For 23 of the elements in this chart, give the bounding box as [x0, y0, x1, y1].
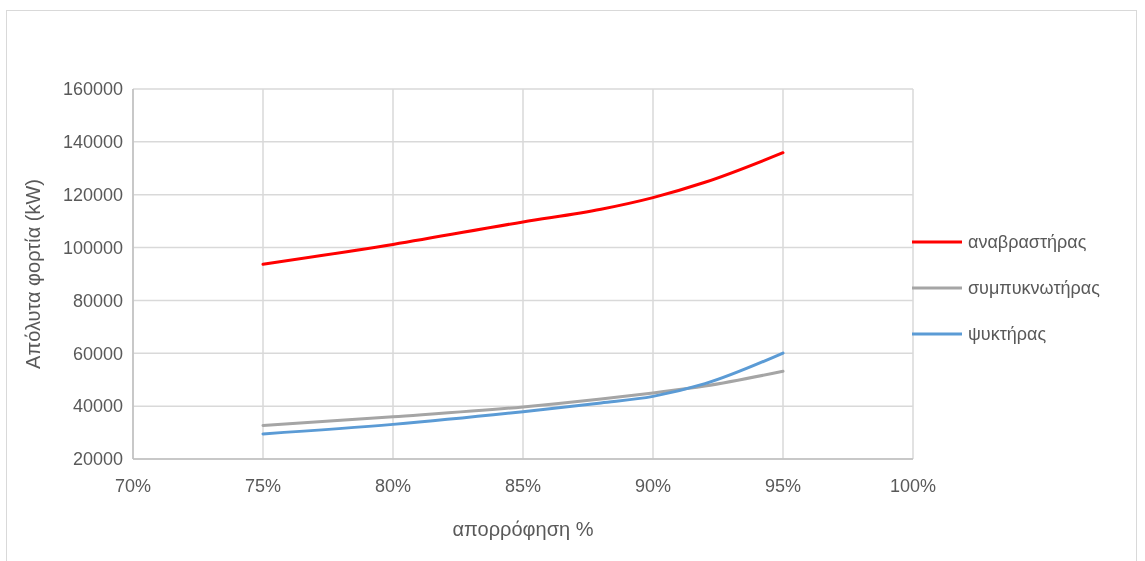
y-tick-label: 20000 [72, 449, 123, 470]
x-axis-title: απορρόφηση % [452, 518, 594, 540]
x-tick-label: 85% [504, 476, 542, 496]
legend-label: ψυκτήρας [968, 324, 1047, 345]
line-series [261, 369, 785, 427]
y-tick-label: 100000 [62, 237, 123, 258]
line-series [261, 151, 785, 266]
x-tick-label: 75% [244, 476, 282, 496]
legend-label: συμπυκνωτήρας [968, 278, 1101, 299]
x-tick-label: 90% [634, 476, 672, 496]
x-tick-label: 80% [374, 476, 412, 496]
y-tick-label: 120000 [62, 185, 123, 206]
y-tick-label: 40000 [72, 396, 123, 417]
y-tick-label: 160000 [62, 79, 123, 100]
legend-label: αναβραστήρας [968, 232, 1087, 253]
x-tick-label: 100% [889, 476, 937, 496]
line-series [261, 351, 785, 436]
y-axis-title: Απόλυτα φορτία (kW) [22, 179, 44, 369]
x-tick-label: 95% [764, 476, 802, 496]
y-tick-label: 80000 [72, 290, 123, 311]
x-tick-label: 70% [114, 476, 152, 496]
y-tick-label: 140000 [62, 132, 123, 153]
y-tick-label: 60000 [72, 343, 123, 364]
